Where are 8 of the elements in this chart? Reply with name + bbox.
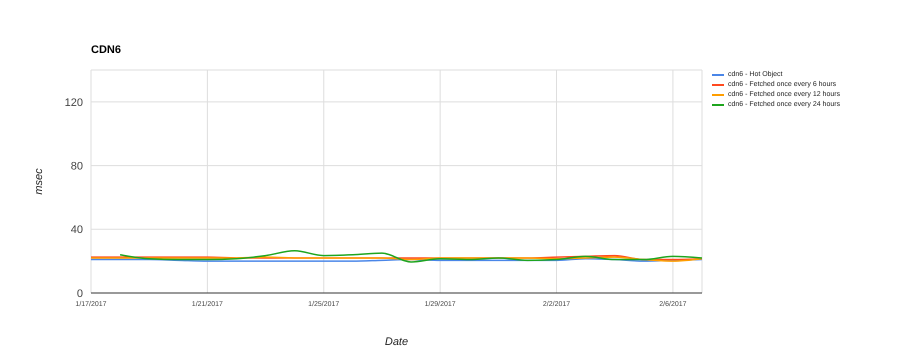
- chart-title: CDN6: [91, 44, 121, 56]
- y-tick-label: 80: [70, 160, 83, 172]
- line-series: [119, 250, 702, 263]
- y-tick-label: 0: [76, 288, 83, 300]
- y-axis-title: msec: [32, 168, 45, 195]
- x-axis-title: Date: [384, 336, 408, 348]
- y-tick-label: 40: [70, 224, 83, 236]
- y-tick-label: 120: [64, 96, 83, 109]
